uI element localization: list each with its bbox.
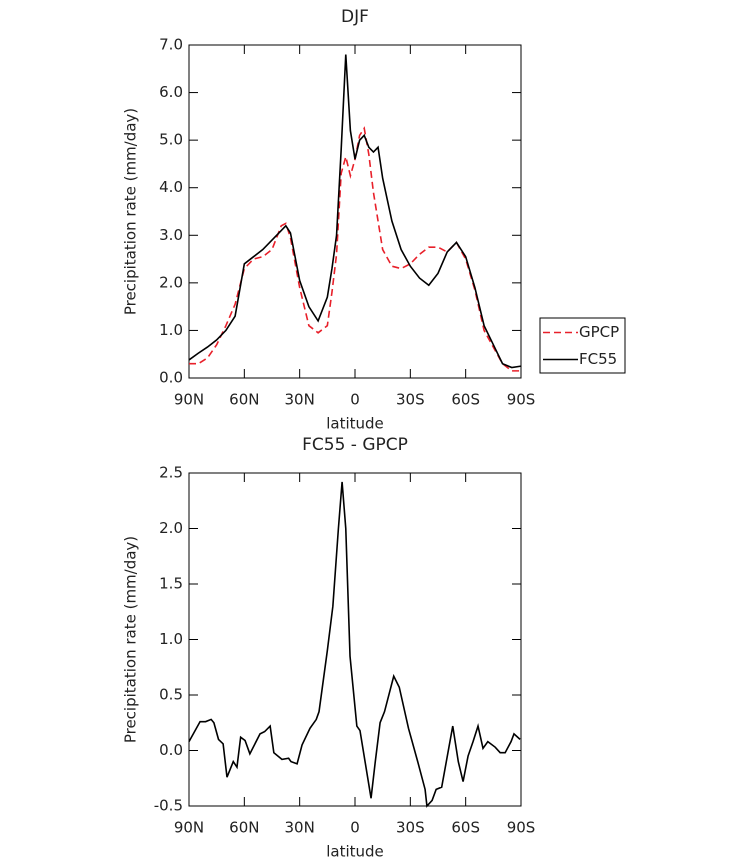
y-tick-label: 4.0	[159, 178, 183, 196]
y-tick-label: 1.5	[159, 575, 183, 593]
y-tick-label: 2.0	[159, 273, 183, 291]
y-tick-label: 1.0	[159, 630, 183, 648]
y-tick-label: 0.0	[159, 741, 183, 759]
y-axis-label: Precipitation rate (mm/day)	[122, 536, 140, 743]
y-tick-label: -0.5	[154, 797, 183, 815]
y-tick-label: 6.0	[159, 83, 183, 101]
x-tick-label: 60S	[451, 819, 480, 837]
x-tick-label: 0	[350, 819, 360, 837]
x-tick-label: 30S	[396, 391, 425, 409]
y-tick-label: 3.0	[159, 226, 183, 244]
x-tick-label: 90N	[174, 819, 204, 837]
x-tick-label: 60N	[229, 391, 259, 409]
y-tick-label: 0.0	[159, 369, 183, 387]
x-tick-label: 90N	[174, 391, 204, 409]
y-tick-label: 0.5	[159, 686, 183, 704]
chart-title: FC55 - GPCP	[302, 435, 408, 455]
x-tick-label: 0	[350, 391, 360, 409]
legend-box	[539, 317, 626, 374]
y-axis-label: Precipitation rate (mm/day)	[122, 108, 140, 315]
y-tick-label: 1.0	[159, 321, 183, 339]
x-tick-label: 60N	[229, 819, 259, 837]
line-series	[189, 126, 521, 372]
x-tick-label: 60S	[451, 391, 480, 409]
x-tick-label: 90S	[507, 391, 536, 409]
y-tick-label: 7.0	[159, 36, 183, 54]
x-tick-label: 90S	[507, 819, 536, 837]
plot-frame	[188, 44, 522, 379]
y-tick-label: 5.0	[159, 131, 183, 149]
x-axis-label: latitude	[326, 415, 384, 433]
legend-label: FC55	[579, 350, 617, 368]
x-tick-label: 30S	[396, 819, 425, 837]
x-axis-label: latitude	[326, 843, 384, 861]
x-tick-label: 30N	[285, 819, 315, 837]
line-series	[188, 481, 521, 808]
chart-title: DJF	[341, 7, 369, 27]
x-tick-label: 30N	[285, 391, 315, 409]
y-tick-label: 2.0	[159, 519, 183, 537]
y-tick-label: 2.5	[159, 464, 183, 482]
legend-label: GPCP	[579, 323, 619, 341]
line-series	[188, 54, 522, 369]
